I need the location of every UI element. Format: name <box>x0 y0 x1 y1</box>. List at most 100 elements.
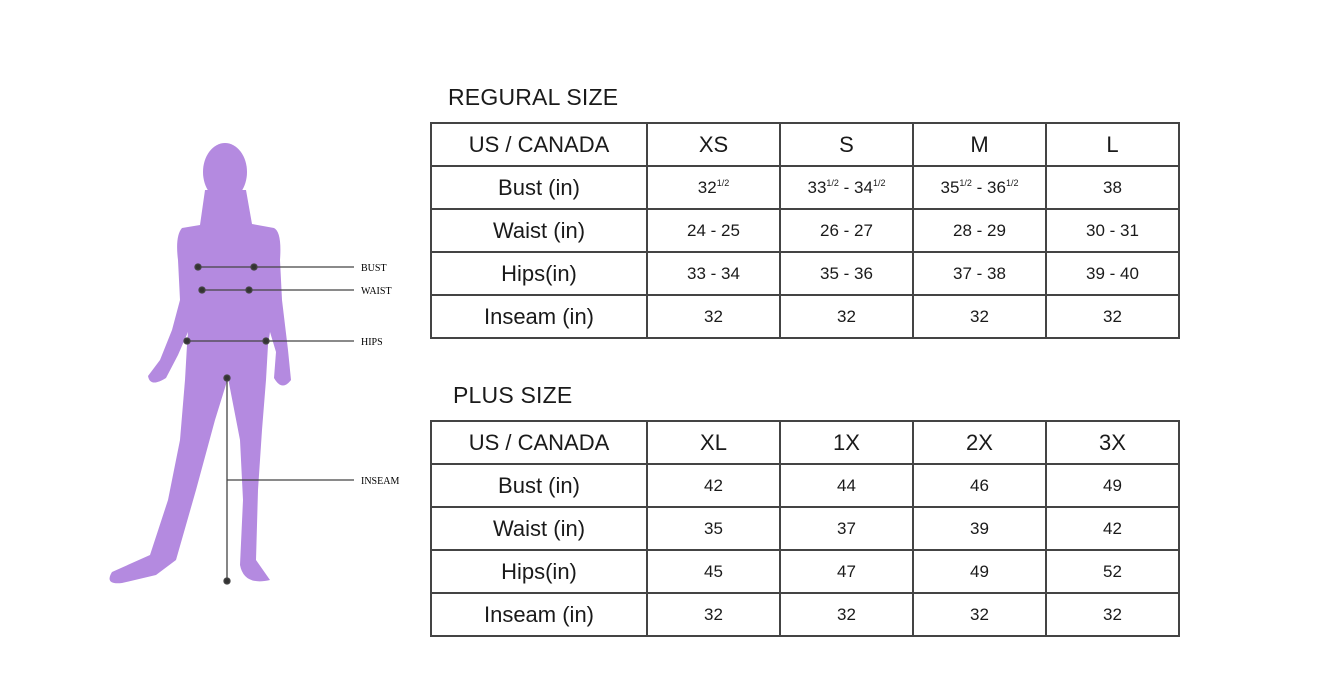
regular-size-title: REGURAL SIZE <box>448 84 619 110</box>
body-measurement-figure: BUST WAIST HIPS INSEAM <box>109 143 399 585</box>
value-text: 30 - 31 <box>1086 220 1139 240</box>
value-text: 28 - 29 <box>953 220 1006 240</box>
value-text: 49 <box>970 561 989 581</box>
measurement-value: 49 <box>1045 463 1180 508</box>
value-text: 35 <box>940 177 960 197</box>
table-row: Inseam (in) 32 32 32 32 <box>430 592 1180 637</box>
measurement-value: 42 <box>1045 506 1180 551</box>
value-text: 24 - 25 <box>687 220 740 240</box>
measurement-label: Bust (in) <box>430 463 648 508</box>
value-text: 35 - 36 <box>820 263 873 283</box>
measurement-value: 32 <box>1045 592 1180 637</box>
header-row: US / CANADA XS S M L <box>430 122 1180 167</box>
table-row: Waist (in) 24 - 25 26 - 27 28 - 29 30 - 31 <box>430 208 1180 253</box>
value-text: 45 <box>704 561 723 581</box>
measurement-value: 33 - 34 <box>646 251 781 296</box>
table-row: Bust (in) 42 44 46 49 <box>430 463 1180 508</box>
value-text: 32 <box>1103 604 1122 624</box>
measurement-value: 39 <box>912 506 1047 551</box>
measurement-value: 30 - 31 <box>1045 208 1180 253</box>
value-text: 32 <box>837 306 856 326</box>
value-text: 32 <box>704 604 723 624</box>
value-text: 47 <box>837 561 856 581</box>
region-header-cell: US / CANADA <box>430 420 648 465</box>
table-row: Hips(in) 33 - 34 35 - 36 37 - 38 39 - 40 <box>430 251 1180 296</box>
table-row: Inseam (in) 32 32 32 32 <box>430 294 1180 339</box>
measurement-value: 32 <box>646 592 781 637</box>
fraction-superscript: 1/2 <box>716 177 730 188</box>
measurement-label: Bust (in) <box>430 165 648 210</box>
measurement-value: 26 - 27 <box>779 208 914 253</box>
value-text: 44 <box>837 475 856 495</box>
value-text: 32 <box>704 306 723 326</box>
value-text: 33 <box>807 177 827 197</box>
size-header-cell: 1X <box>779 420 914 465</box>
measurement-value: 42 <box>646 463 781 508</box>
value-text: 32 <box>697 177 717 197</box>
woman-silhouette <box>109 143 292 584</box>
size-header-cell: M <box>912 122 1047 167</box>
value-text: - 36 <box>971 177 1006 197</box>
value-text: 32 <box>970 604 989 624</box>
value-text: 39 - 40 <box>1086 263 1139 283</box>
measurement-value: 331/2 - 341/2 <box>779 165 914 210</box>
size-header-cell: XS <box>646 122 781 167</box>
value-text: 37 <box>837 518 856 538</box>
size-header-cell: L <box>1045 122 1180 167</box>
region-header-cell: US / CANADA <box>430 122 648 167</box>
fraction-superscript: 1/2 <box>1005 177 1019 188</box>
measurement-value: 32 <box>646 294 781 339</box>
measurement-value: 24 - 25 <box>646 208 781 253</box>
fraction-superscript: 1/2 <box>826 177 839 188</box>
measurement-value: 32 <box>912 592 1047 637</box>
measurement-value: 38 <box>1045 165 1180 210</box>
value-text: - 34 <box>838 177 873 197</box>
measurement-value: 32 <box>779 294 914 339</box>
measurement-value: 32 <box>1045 294 1180 339</box>
value-text: 38 <box>1103 177 1122 197</box>
table-row: Hips(in) 45 47 49 52 <box>430 549 1180 594</box>
value-text: 32 <box>970 306 989 326</box>
waist-label: WAIST <box>361 286 392 297</box>
measurement-label: Hips(in) <box>430 549 648 594</box>
measurement-value: 49 <box>912 549 1047 594</box>
value-text: 32 <box>837 604 856 624</box>
measurement-label: Waist (in) <box>430 208 648 253</box>
value-text: 49 <box>1103 475 1122 495</box>
measurement-value: 47 <box>779 549 914 594</box>
measurement-label: Inseam (in) <box>430 592 648 637</box>
fraction-superscript: 1/2 <box>959 177 972 188</box>
table-row: Bust (in) 321/2 331/2 - 341/2 351/2 - 361/2… <box>430 165 1180 210</box>
size-header-cell: 3X <box>1045 420 1180 465</box>
measurement-value: 32 <box>779 592 914 637</box>
table-row: Waist (in) 35 37 39 42 <box>430 506 1180 551</box>
value-text: 33 - 34 <box>687 263 740 283</box>
hips-label: HIPS <box>361 337 383 348</box>
measurement-value: 35 <box>646 506 781 551</box>
value-text: 39 <box>970 518 989 538</box>
measurement-label: Hips(in) <box>430 251 648 296</box>
measurement-value: 46 <box>912 463 1047 508</box>
measurement-value: 37 - 38 <box>912 251 1047 296</box>
measurement-label: Inseam (in) <box>430 294 648 339</box>
measurement-value: 35 - 36 <box>779 251 914 296</box>
measurement-value: 351/2 - 361/2 <box>912 165 1047 210</box>
value-text: 37 - 38 <box>953 263 1006 283</box>
measurement-label: Waist (in) <box>430 506 648 551</box>
value-text: 52 <box>1103 561 1122 581</box>
regular-size-table: US / CANADA XS S M L Bust (in) 321/2 331/2 - 34… <box>430 122 1180 339</box>
inseam-label: INSEAM <box>361 476 399 487</box>
value-text: 35 <box>704 518 723 538</box>
measurement-value: 28 - 29 <box>912 208 1047 253</box>
measurement-value: 37 <box>779 506 914 551</box>
value-text: 26 - 27 <box>820 220 873 240</box>
size-header-cell: 2X <box>912 420 1047 465</box>
size-header-cell: S <box>779 122 914 167</box>
fraction-superscript: 1/2 <box>872 177 886 188</box>
size-header-cell: XL <box>646 420 781 465</box>
measurement-value: 32 <box>912 294 1047 339</box>
measurement-value: 45 <box>646 549 781 594</box>
measurement-value: 44 <box>779 463 914 508</box>
header-row: US / CANADA XL 1X 2X 3X <box>430 420 1180 465</box>
measurement-value: 39 - 40 <box>1045 251 1180 296</box>
